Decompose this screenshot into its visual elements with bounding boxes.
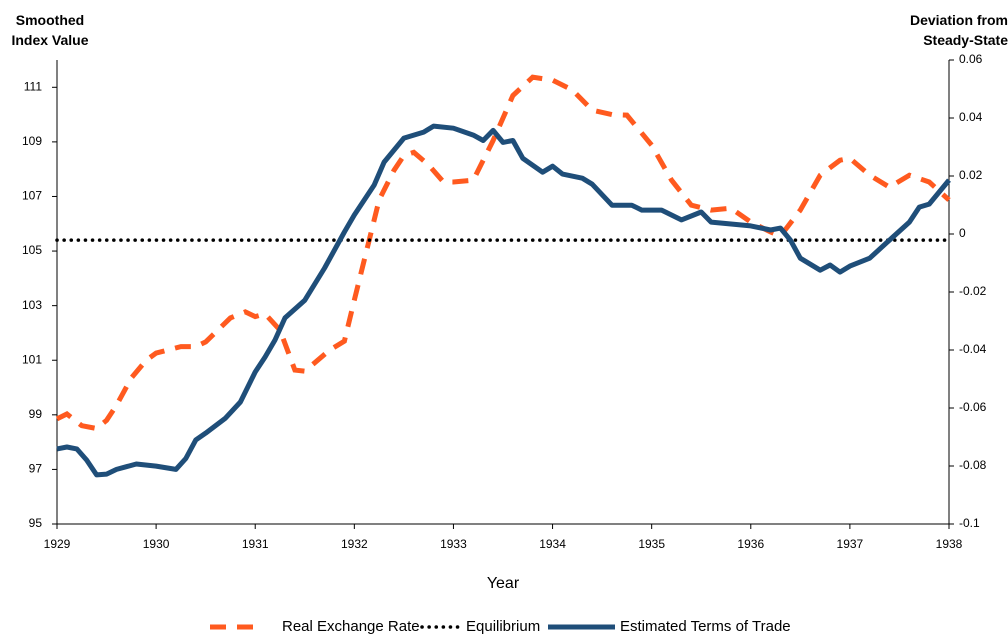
y-tick-label: 101	[22, 352, 42, 366]
y2-axis-title: Deviation from Steady-State	[909, 12, 1008, 48]
y-tick-label: 97	[29, 462, 43, 476]
legend-label: Equilibrium	[466, 618, 540, 635]
series-line	[55, 74, 951, 432]
y2-tick-label: 0.02	[959, 168, 983, 182]
y-axis-title: Smoothed Index Value	[11, 12, 89, 48]
y-tick-label: 99	[29, 407, 43, 421]
y2-tick-label: -0.06	[959, 400, 987, 414]
series-line	[56, 123, 951, 478]
x-tick-label: 1929	[44, 537, 71, 551]
x-tick-label: 1938	[936, 537, 963, 551]
y2-tick-label: 0	[959, 226, 966, 240]
y-tick-label: 109	[22, 134, 42, 148]
x-tick-label: 1934	[539, 537, 566, 551]
y2-tick-label: 0.06	[959, 52, 983, 66]
y-tick-label: 111	[24, 79, 43, 93]
x-tick-label: 1932	[341, 537, 368, 551]
x-axis-title: Year	[487, 575, 520, 592]
x-tick-label: 1937	[837, 537, 864, 551]
x-tick-label: 1936	[737, 537, 764, 551]
x-tick-label: 1931	[242, 537, 269, 551]
y2-tick-label: -0.04	[959, 342, 987, 356]
y2-tick-label: -0.1	[959, 516, 980, 530]
y2-tick-label: 0.04	[959, 110, 983, 124]
legend-label: Real Exchange Rate	[282, 618, 420, 635]
x-tick-label: 1933	[440, 537, 467, 551]
y-tick-label: 107	[22, 189, 42, 203]
y-tick-label: 95	[29, 516, 43, 530]
y2-tick-label: -0.02	[959, 284, 987, 298]
y-tick-label: 103	[22, 298, 42, 312]
y2-tick-label: -0.08	[959, 458, 987, 472]
x-tick-label: 1930	[143, 537, 170, 551]
y-tick-label: 105	[22, 243, 42, 257]
x-tick-label: 1935	[638, 537, 665, 551]
legend-label: Estimated Terms of Trade	[620, 618, 791, 635]
